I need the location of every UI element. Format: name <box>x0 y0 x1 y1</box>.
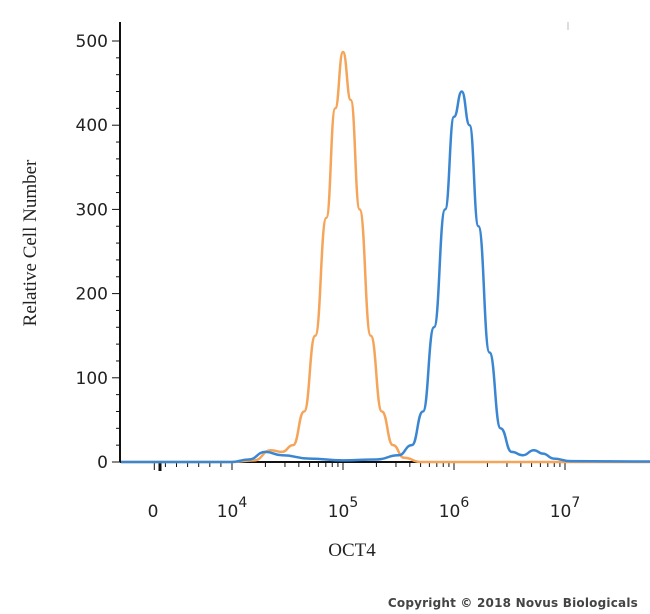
copyright-notice: Copyright © 2018 Novus Biologicals <box>387 596 638 610</box>
axes <box>112 22 569 471</box>
x-tick-label: 0 <box>148 502 159 522</box>
y-tick-label: 200 <box>76 285 108 305</box>
x-tick-labels: 0 104 105 106 107 <box>148 495 581 522</box>
control-histogram-curve <box>121 50 650 464</box>
x-tick-label: 105 <box>328 495 359 522</box>
y-axis-title: Relative Cell Number <box>20 159 41 326</box>
y-tick-label: 400 <box>76 116 108 136</box>
x-axis-title: OCT4 <box>328 540 376 561</box>
y-tick-labels: 0 100 200 300 400 500 <box>76 32 108 473</box>
y-tick-label: 500 <box>76 32 108 52</box>
curves <box>121 50 650 464</box>
oct4-histogram-curve <box>121 90 650 464</box>
x-tick-label: 104 <box>217 495 248 522</box>
x-tick-label: 107 <box>550 495 581 522</box>
y-tick-label: 0 <box>97 453 108 473</box>
y-tick-label: 300 <box>76 200 108 220</box>
y-tick-label: 100 <box>76 369 108 389</box>
x-tick-label: 106 <box>439 495 470 522</box>
